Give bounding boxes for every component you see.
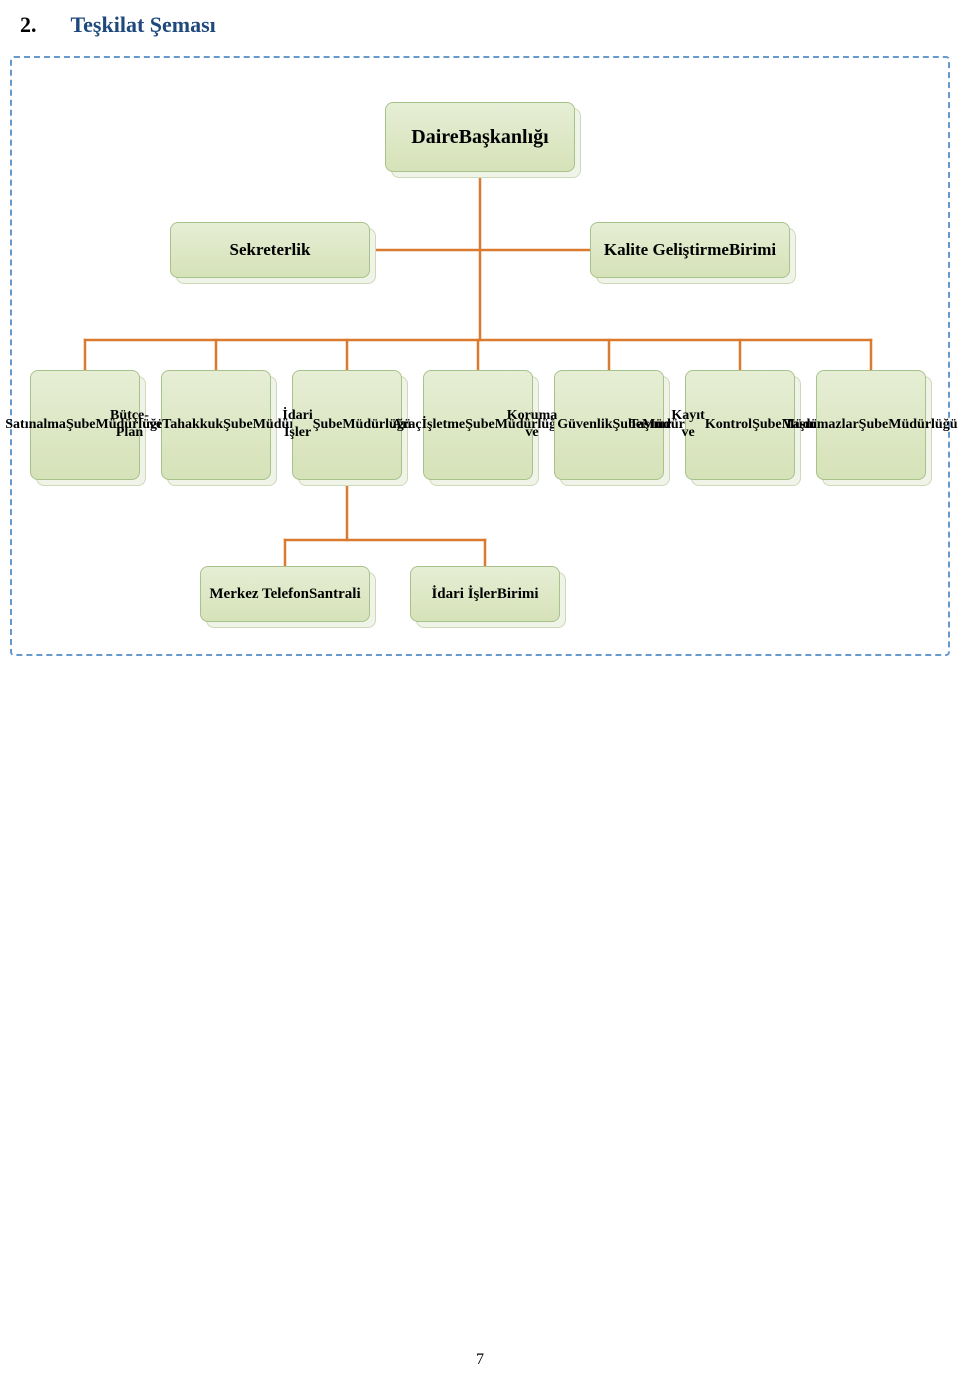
node-sekreterlik: Sekreterlik (170, 222, 370, 278)
node-merkez: Merkez TelefonSantrali (200, 566, 370, 622)
node-tasinmaz: TaşınmazlarŞubeMüdürlüğü (816, 370, 926, 480)
node-idari: İdari İşlerŞubeMüdürlüğü (292, 370, 402, 480)
node-kalite: Kalite GeliştirmeBirimi (590, 222, 790, 278)
node-butce: Bütçe-PlanveTahakkukŞubeMüdürlüğü (161, 370, 271, 480)
node-idari_birim: İdari İşlerBirimi (410, 566, 560, 622)
node-tasinir: TaşınırKayıt veKontrolŞubeMüdürlüğü (685, 370, 795, 480)
page-number: 7 (0, 1351, 960, 1369)
page: 2. Teşkilat Şeması DaireBaşkanlığı Sekret… (0, 0, 960, 1389)
section-number: 2. (20, 12, 37, 37)
section-title-row: 2. Teşkilat Şeması (20, 12, 216, 38)
section-title: Teşkilat Şeması (71, 12, 216, 37)
node-root: DaireBaşkanlığı (385, 102, 575, 172)
